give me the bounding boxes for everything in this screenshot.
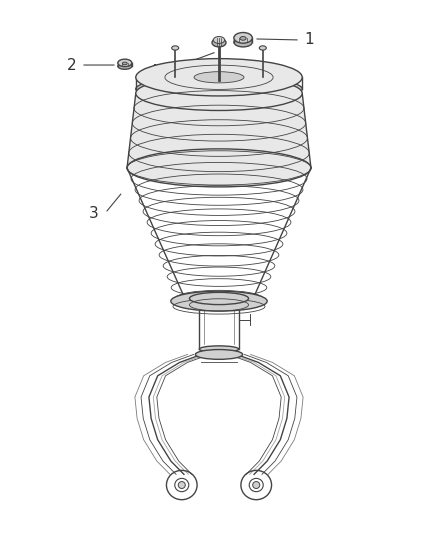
Ellipse shape xyxy=(118,63,132,69)
Ellipse shape xyxy=(171,291,267,311)
Ellipse shape xyxy=(189,293,249,304)
Ellipse shape xyxy=(195,350,243,359)
Ellipse shape xyxy=(199,346,239,352)
Ellipse shape xyxy=(234,37,252,47)
Ellipse shape xyxy=(118,59,132,67)
Ellipse shape xyxy=(136,59,302,96)
Ellipse shape xyxy=(122,62,127,65)
Ellipse shape xyxy=(212,38,226,47)
Text: 1: 1 xyxy=(304,33,314,47)
Text: 3: 3 xyxy=(89,206,99,221)
Ellipse shape xyxy=(136,76,302,110)
Ellipse shape xyxy=(253,482,260,489)
Text: 2: 2 xyxy=(67,58,77,72)
Ellipse shape xyxy=(172,46,179,50)
Polygon shape xyxy=(127,93,311,168)
Ellipse shape xyxy=(178,482,185,489)
Ellipse shape xyxy=(234,33,252,43)
Ellipse shape xyxy=(213,36,225,43)
Ellipse shape xyxy=(194,72,244,83)
Ellipse shape xyxy=(259,46,266,50)
Ellipse shape xyxy=(127,149,311,187)
Text: 4: 4 xyxy=(148,64,158,79)
Ellipse shape xyxy=(136,76,302,102)
Ellipse shape xyxy=(240,36,246,40)
